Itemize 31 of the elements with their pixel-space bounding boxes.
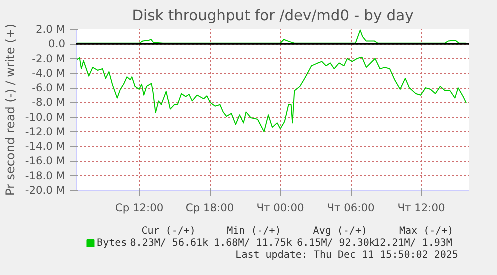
y-axis-title: Pr second read (-) / write (+) (3, 24, 18, 196)
y-tick-label: -20.0 M (25, 184, 66, 197)
line-series (76, 56, 468, 132)
legend-label: Bytes (97, 238, 128, 249)
x-tick-label: Чт 00:00 (256, 202, 305, 214)
y-tick-label: -6.0 M (32, 82, 66, 95)
text: Min (-/+) (227, 226, 282, 237)
x-tick-label: Чт 06:00 (327, 202, 376, 214)
text: 12.21M/ 1.93M (374, 238, 452, 249)
text: Last update: Thu Dec 11 15:50:02 2025 (236, 250, 458, 261)
y-tick-label: -18.0 M (25, 169, 66, 182)
text: Avg (-/+) (313, 226, 368, 237)
text: Cur (-/+) (142, 226, 196, 237)
y-tick-label: -12.0 M (25, 125, 66, 138)
text: 6.15M/ 92.30k (297, 238, 376, 249)
y-tick-label: -14.0 M (25, 140, 66, 154)
chart-title: Disk throughput for /dev/md0 - by day (132, 8, 414, 24)
text: Max (-/+) (400, 226, 454, 237)
y-tick-label: 0.0 (48, 38, 66, 51)
x-tick-label: Чт 12:00 (398, 202, 446, 214)
y-tick-label: -2.0 M (32, 52, 66, 66)
x-tick-label: Ср 18:00 (186, 202, 234, 214)
text: 1.68M/ 11.75k (214, 238, 292, 249)
y-tick-label: -8.0 M (32, 96, 66, 110)
y-tick-label: -16.0 M (25, 154, 66, 168)
y-tick-label: 2.0 M (36, 23, 66, 36)
y-tick-label: -10.0 M (25, 110, 66, 124)
x-tick-label: Ср 12:00 (115, 202, 164, 214)
y-tick-label: -4.0 M (32, 66, 66, 80)
text: 8.23M/ 56.61k (130, 238, 209, 249)
line-series (76, 30, 468, 44)
